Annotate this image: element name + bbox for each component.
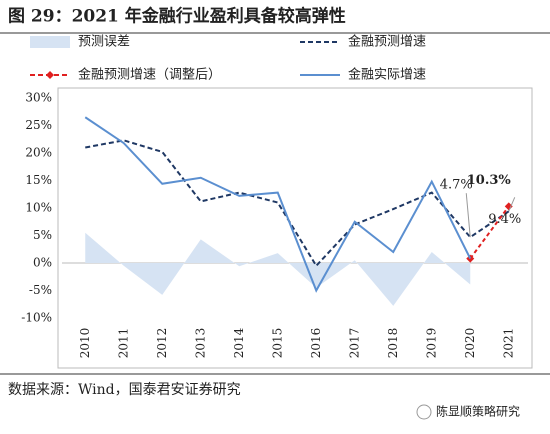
y-tick-label: -10% [21, 311, 52, 325]
data-label: 9.4% [488, 212, 521, 227]
y-tick-label: 20% [25, 146, 52, 160]
y-tick-label: 15% [25, 173, 52, 187]
error-area [85, 232, 471, 306]
x-tick-label: 2015 [270, 328, 284, 359]
x-tick-label: 2013 [193, 328, 207, 359]
y-tick-label: 25% [25, 118, 52, 132]
legend-label: 预测误差 [78, 35, 130, 50]
series-line [85, 139, 510, 268]
x-tick-label: 2021 [501, 328, 515, 359]
source: 数据来源：Wind，国泰君安证券研究 [8, 382, 241, 398]
watermark: 陈显顺策略研究 [436, 404, 520, 419]
legend-label: 金融预测增速 [348, 34, 426, 50]
marker [504, 202, 513, 211]
data-label: 10.3% [467, 173, 512, 188]
legend-label: 金融实际增速 [348, 67, 426, 83]
data-label: 4.7% [440, 178, 473, 193]
x-tick-label: 2016 [309, 328, 323, 359]
x-tick-label: 2011 [116, 328, 130, 359]
series-line [469, 205, 510, 260]
x-tick-label: 2010 [78, 328, 92, 359]
y-tick-label: 10% [25, 201, 52, 215]
chart-title: 图 29：2021 年金融行业盈利具备较高弹性 [8, 6, 346, 27]
legend-marker [46, 71, 54, 79]
x-tick-label: 2017 [347, 328, 361, 359]
y-tick-label: 5% [33, 228, 52, 242]
label-leader [465, 193, 471, 238]
legend-swatch [30, 36, 70, 48]
series-line [84, 116, 472, 293]
x-tick-label: 2014 [232, 327, 246, 358]
x-tick-label: 2018 [386, 328, 400, 359]
x-tick-label: 2019 [424, 328, 438, 359]
plot-frame [57, 87, 533, 369]
x-tick-label: 2020 [463, 328, 477, 359]
legend-label: 金融预测增速（调整后） [78, 67, 221, 83]
y-tick-label: 0% [33, 256, 52, 270]
y-tick-label: -5% [29, 283, 52, 297]
x-tick-label: 2012 [155, 328, 169, 359]
label-leader [508, 197, 516, 212]
watermark-icon [416, 404, 432, 420]
y-tick-label: 30% [25, 91, 52, 105]
